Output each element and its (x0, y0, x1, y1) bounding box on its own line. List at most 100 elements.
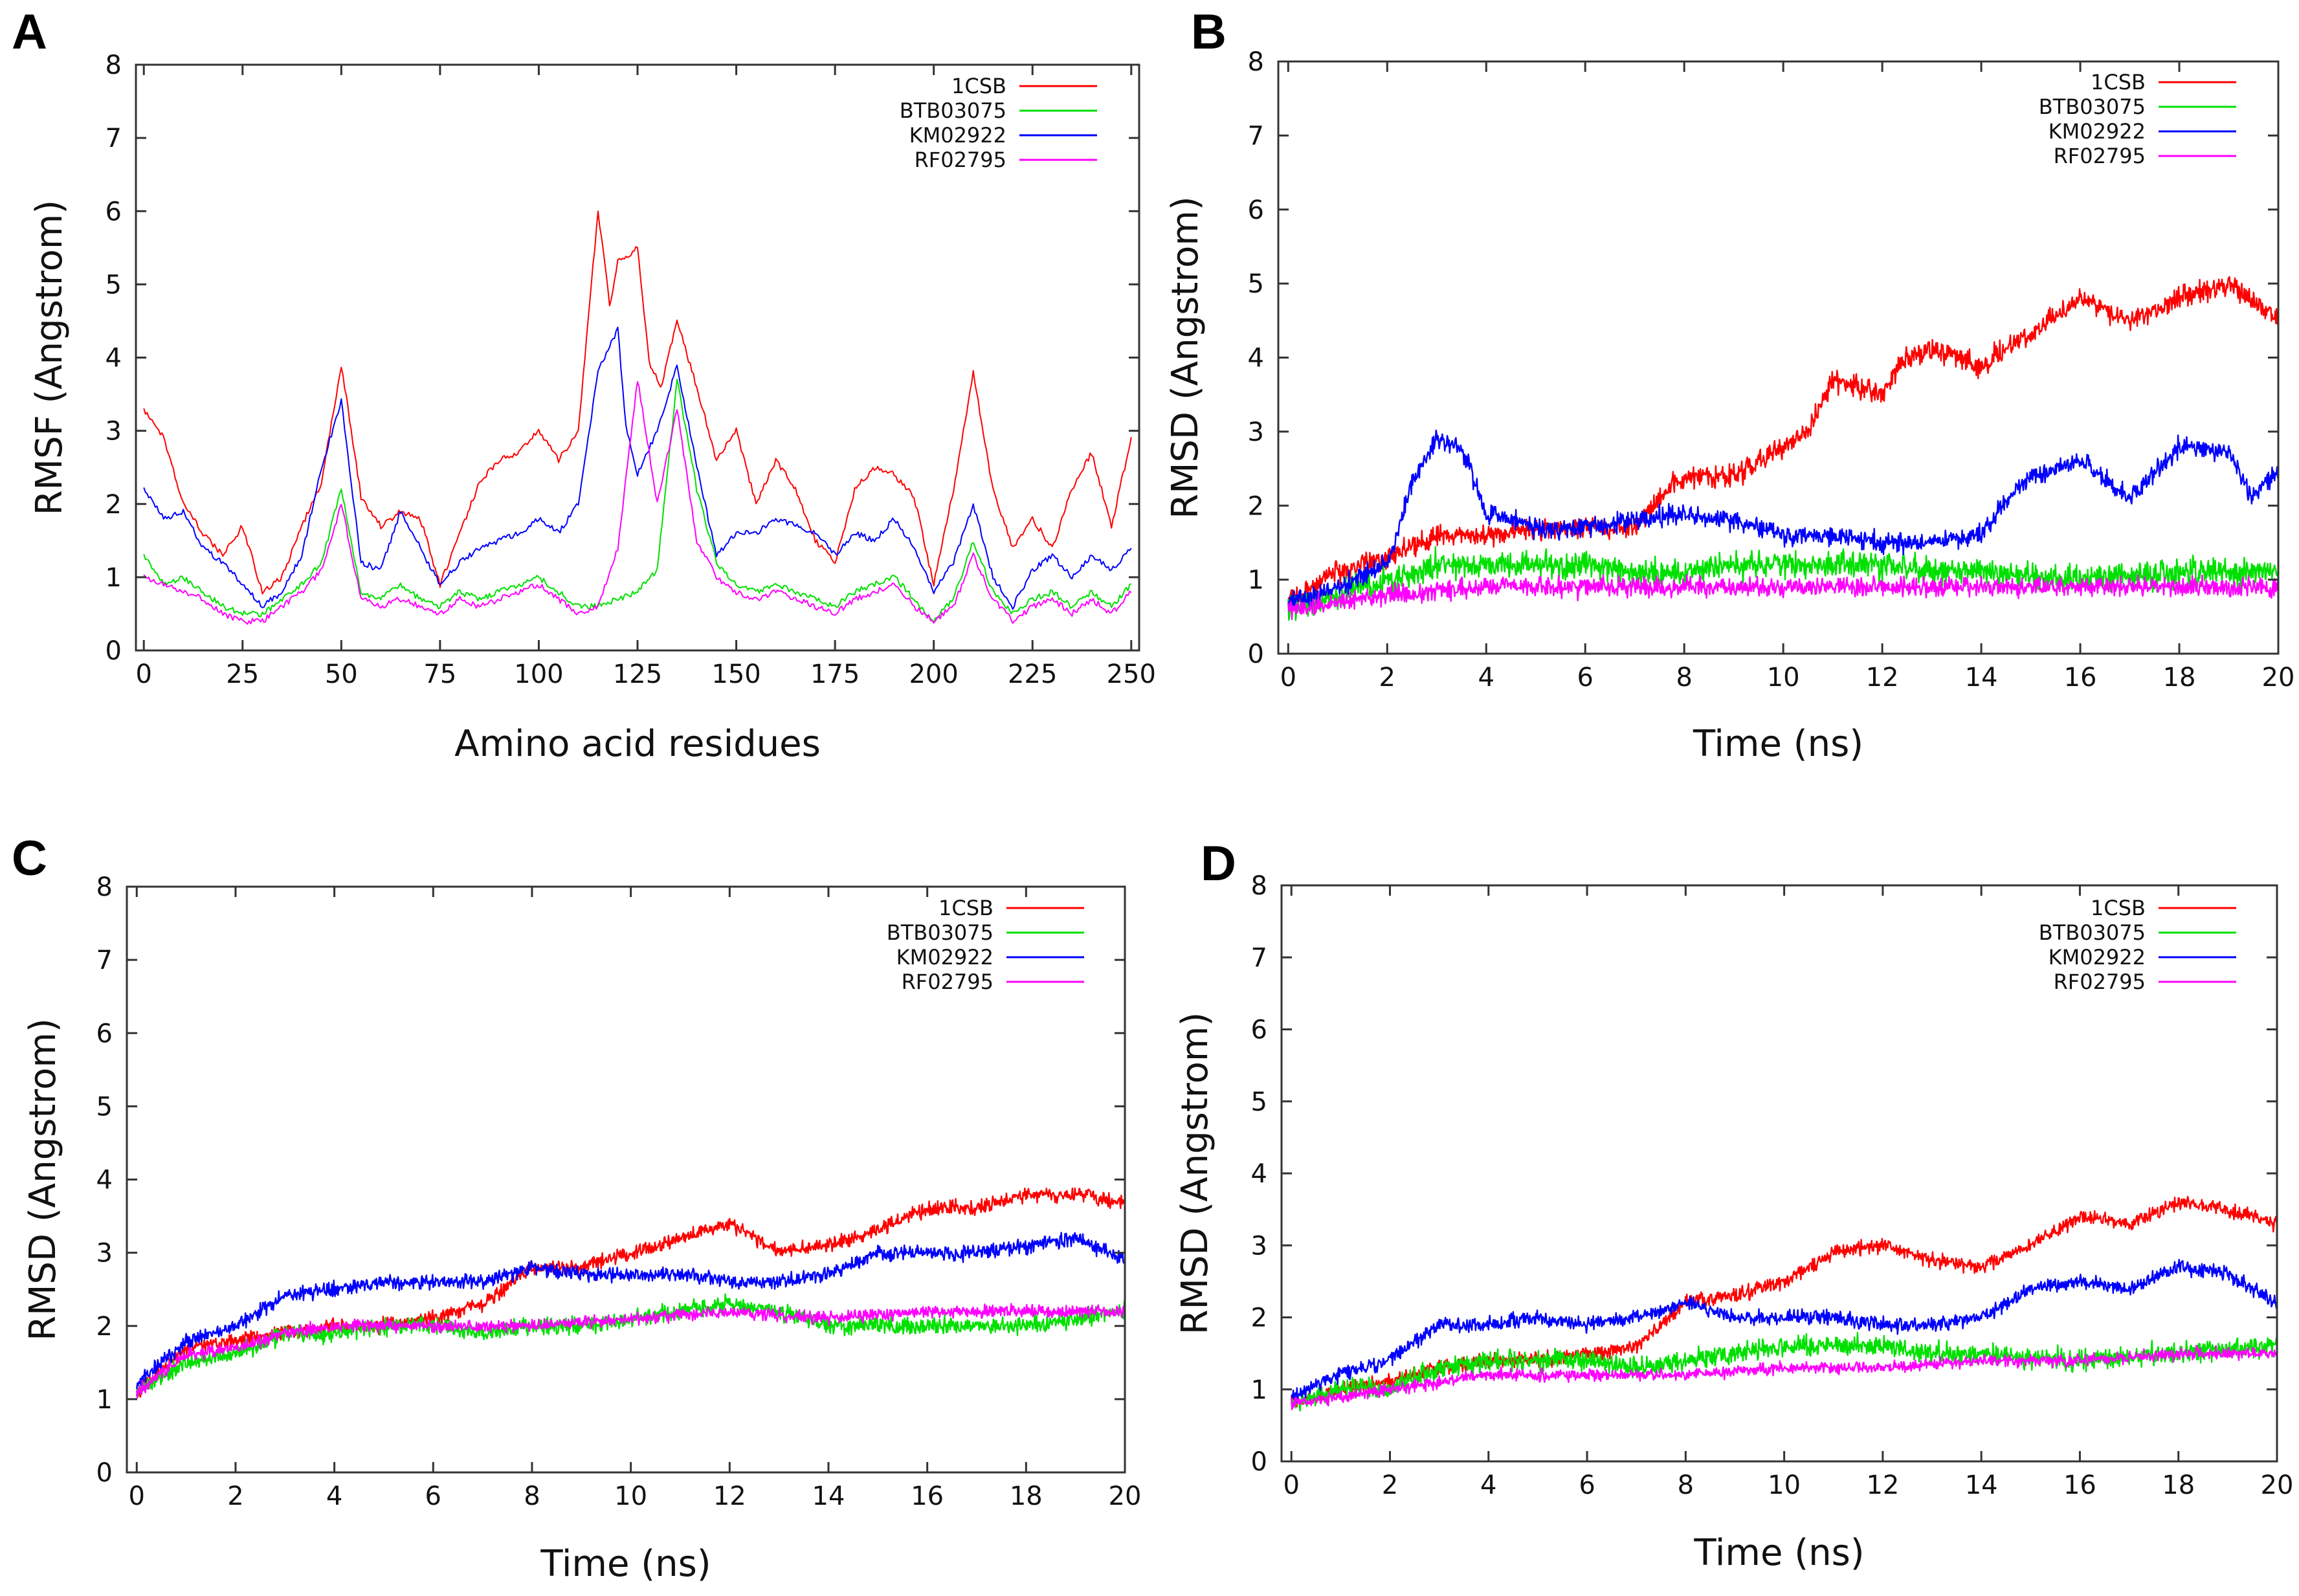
x-tick-label: 18 (1010, 1481, 1043, 1511)
x-tick-label: 4 (1478, 663, 1494, 693)
series-group (1291, 1195, 2277, 1412)
legend-label-rf02795: RF02795 (915, 148, 1006, 172)
x-tick-label: 6 (425, 1481, 441, 1511)
x-tick-label: 100 (514, 659, 563, 689)
legend-label-km02922: KM02922 (909, 123, 1006, 148)
x-axis-title: Time (ns) (540, 1543, 711, 1585)
series-line-km02922 (136, 1232, 1125, 1390)
legend-label-btb03075: BTB03075 (2039, 94, 2146, 119)
series-group (136, 1187, 1125, 1399)
y-tick-label: 4 (1251, 1159, 1267, 1189)
legend-label-1csb: 1CSB (2091, 70, 2146, 94)
legend-label-btb03075: BTB03075 (2039, 920, 2146, 945)
y-tick-label: 8 (1251, 871, 1267, 901)
y-tick-label: 1 (1251, 1375, 1267, 1405)
y-tick-label: 2 (96, 1312, 113, 1342)
x-tick-label: 20 (2262, 663, 2295, 693)
y-tick-label: 7 (1251, 943, 1267, 973)
series-line-rf02795 (143, 381, 1132, 625)
x-tick-label: 10 (1767, 663, 1800, 693)
panel-a: A 0 25 50 75 100 125 150 175 200 225 250 0 1 2 3 4 5 6 7 8 Am… (12, 5, 1156, 765)
x-tick-label: 8 (524, 1481, 540, 1511)
x-tick-label: 12 (1866, 663, 1899, 693)
series-group (1287, 276, 2278, 621)
x-tick-label: 16 (2063, 1470, 2096, 1500)
y-tick-label: 1 (96, 1385, 113, 1415)
x-tick-label: 250 (1107, 659, 1156, 689)
x-tick-label: 150 (711, 659, 761, 689)
y-tick-label: 2 (1251, 1303, 1267, 1333)
x-tick-label: 125 (613, 659, 662, 689)
x-tick-label: 8 (1678, 1470, 1694, 1500)
y-tick-label: 6 (1248, 195, 1264, 225)
x-axis-title: Time (ns) (1693, 723, 1863, 765)
x-axis-title: Amino acid residues (454, 723, 821, 765)
y-tick-label: 7 (96, 946, 113, 975)
series-line-1csb (1287, 276, 2278, 612)
y-tick-label: 5 (106, 270, 122, 300)
x-tick-label: 8 (1676, 663, 1692, 693)
legend-label-rf02795: RF02795 (2054, 144, 2146, 168)
y-tick-label: 6 (106, 197, 122, 227)
y-axis-title: RMSF (Angstrom) (28, 200, 71, 516)
series-line-km02922 (143, 326, 1132, 610)
series-line-btb03075 (1287, 546, 2278, 621)
panel-label: A (12, 5, 47, 60)
y-tick-label: 0 (96, 1458, 113, 1488)
x-tick-label: 14 (1965, 663, 1998, 693)
x-tick-label: 0 (135, 659, 151, 689)
panel-label: C (12, 831, 47, 886)
x-tick-label: 6 (1577, 663, 1593, 693)
y-tick-label: 5 (96, 1092, 113, 1122)
x-tick-label: 225 (1008, 659, 1057, 689)
x-tick-label: 75 (423, 659, 456, 689)
series-line-rf02795 (1287, 574, 2278, 621)
y-tick-label: 6 (96, 1019, 113, 1048)
panel-label: B (1191, 5, 1227, 60)
x-tick-label: 20 (2261, 1470, 2294, 1500)
y-tick-label: 5 (1248, 269, 1264, 299)
y-tick-label: 1 (1248, 566, 1264, 595)
x-tick-label: 16 (2064, 663, 2097, 693)
x-tick-label: 14 (812, 1481, 845, 1511)
y-tick-label: 7 (106, 124, 122, 153)
x-tick-label: 0 (129, 1481, 145, 1511)
series-line-1csb (143, 210, 1132, 595)
legend-label-1csb: 1CSB (951, 74, 1006, 98)
x-tick-label: 6 (1579, 1470, 1595, 1500)
x-tick-label: 2 (227, 1481, 243, 1511)
y-tick-label: 1 (106, 563, 122, 593)
y-tick-label: 8 (106, 50, 122, 80)
x-tick-label: 14 (1965, 1470, 1998, 1500)
y-tick-label: 3 (1248, 417, 1264, 447)
legend-label-rf02795: RF02795 (902, 970, 994, 994)
x-tick-label: 50 (325, 659, 358, 689)
y-tick-label: 3 (96, 1239, 113, 1269)
legend-label-km02922: KM02922 (2049, 119, 2146, 144)
y-tick-label: 0 (106, 636, 122, 666)
x-tick-label: 0 (1280, 663, 1296, 693)
y-tick-label: 3 (1251, 1231, 1267, 1261)
legend-label-rf02795: RF02795 (2054, 970, 2146, 994)
x-tick-label: 10 (1768, 1470, 1801, 1500)
x-tick-label: 16 (911, 1481, 944, 1511)
y-tick-label: 2 (1248, 491, 1264, 521)
y-tick-label: 7 (1248, 121, 1264, 151)
y-tick-label: 3 (106, 417, 122, 447)
series-line-btb03075 (1291, 1331, 2277, 1412)
x-tick-label: 20 (1109, 1481, 1142, 1511)
y-tick-label: 0 (1251, 1447, 1267, 1477)
x-axis-title: Time (ns) (1693, 1532, 1864, 1574)
series-line-rf02795 (1291, 1344, 2277, 1410)
series-line-km02922 (1287, 429, 2278, 610)
y-tick-label: 6 (1251, 1015, 1267, 1045)
y-tick-label: 2 (106, 490, 122, 520)
x-tick-label: 12 (713, 1481, 746, 1511)
legend-label-km02922: KM02922 (2049, 945, 2146, 970)
x-tick-label: 12 (1866, 1470, 1899, 1500)
